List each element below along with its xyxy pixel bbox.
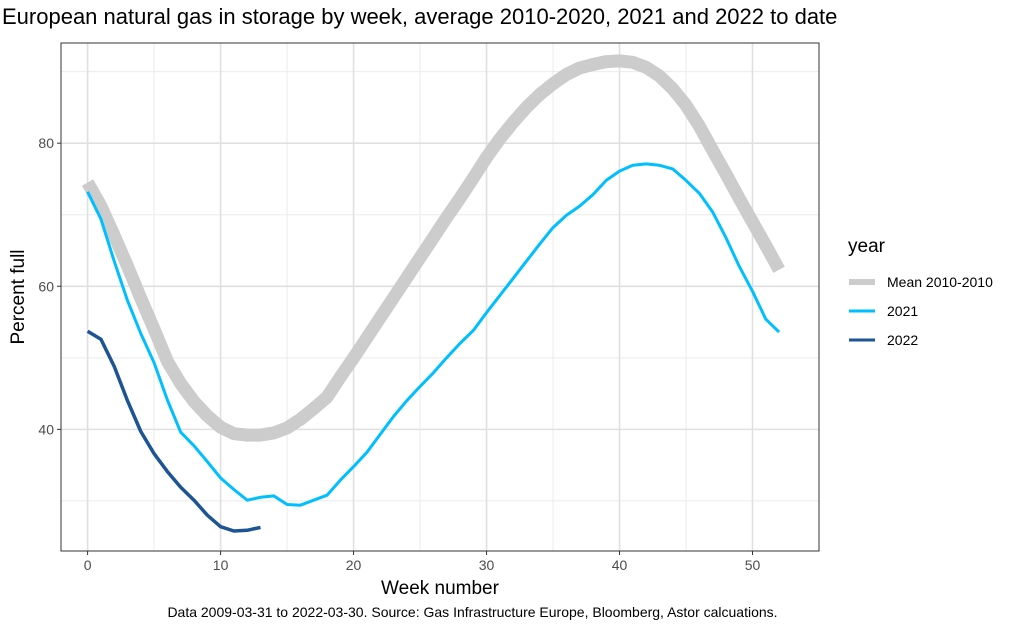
legend: year Mean 2010-2010 2021 2022 xyxy=(848,236,993,348)
x-axis-ticks: 0 10 20 30 40 50 xyxy=(84,551,761,573)
series-line-2 xyxy=(86,162,781,507)
x-tick-label: 40 xyxy=(612,557,628,573)
y-tick-label: 80 xyxy=(38,135,54,151)
y-axis-title: Percent full xyxy=(8,249,29,344)
x-tick-label: 0 xyxy=(84,557,92,573)
legend-label-1: Mean 2010-2010 xyxy=(887,274,993,290)
legend-label-2: 2021 xyxy=(887,303,918,319)
plot-border xyxy=(60,42,820,552)
x-tick-label: 20 xyxy=(346,557,362,573)
legend-title: year xyxy=(848,236,886,257)
minor-gridlines xyxy=(61,43,819,551)
y-tick-label: 40 xyxy=(38,421,54,437)
plot-panel xyxy=(61,43,819,551)
chart-title: European natural gas in storage by week,… xyxy=(2,4,838,29)
series-line-3 xyxy=(86,329,261,533)
series-lines xyxy=(81,54,785,533)
chart-caption: Data 2009-03-31 to 2022-03-30. Source: G… xyxy=(167,604,778,620)
legend-label-3: 2022 xyxy=(887,332,918,348)
x-tick-label: 30 xyxy=(479,557,495,573)
y-tick-label: 60 xyxy=(38,278,54,294)
x-tick-label: 10 xyxy=(213,557,229,573)
x-tick-label: 50 xyxy=(745,557,761,573)
y-axis-ticks: 40 60 80 xyxy=(38,135,61,437)
series-line-1 xyxy=(81,54,785,442)
major-gridlines xyxy=(61,43,819,551)
x-axis-title: Week number xyxy=(381,578,500,599)
